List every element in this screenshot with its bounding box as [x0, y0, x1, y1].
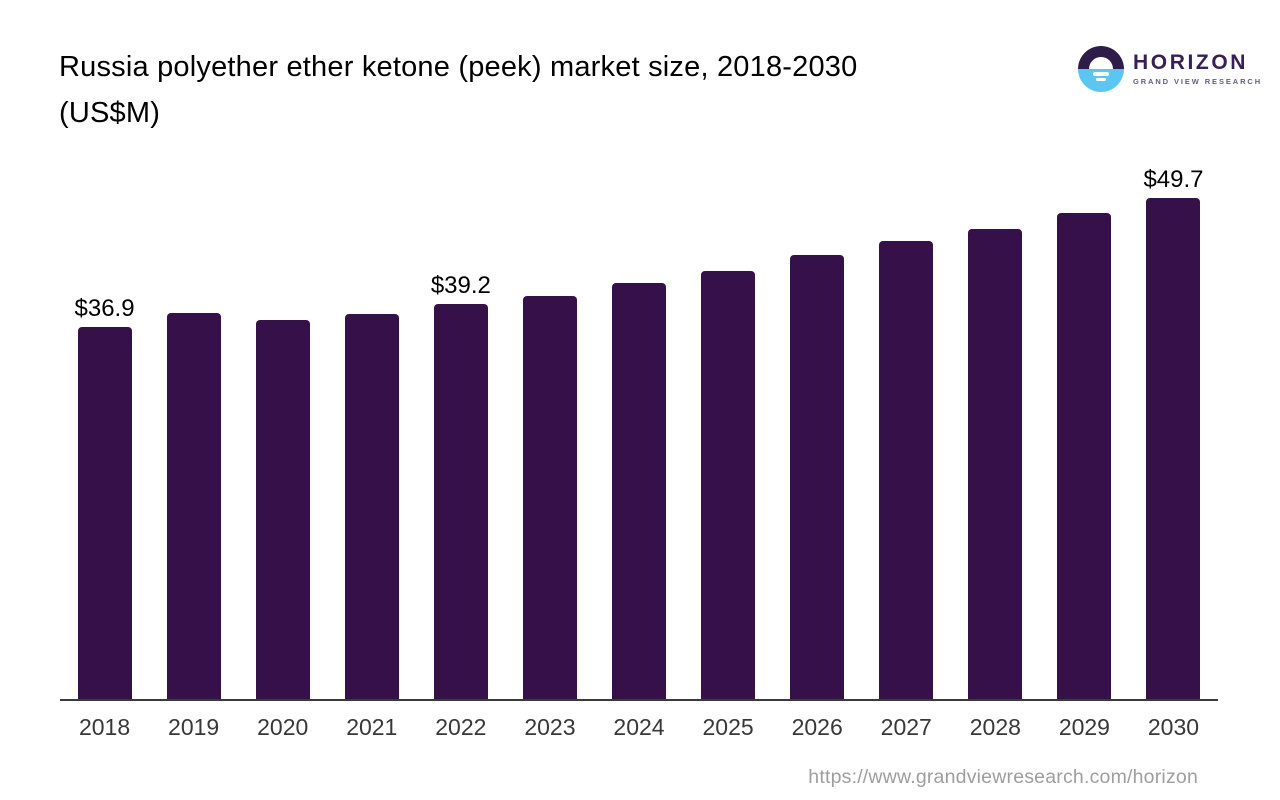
bar-slot-2027 — [862, 160, 951, 701]
bar-slot-2028 — [951, 160, 1040, 701]
sun-icon — [1089, 57, 1113, 69]
bar-2022 — [433, 303, 488, 701]
bar-slot-2019 — [149, 160, 238, 701]
x-axis-label-2020: 2020 — [257, 714, 309, 740]
bar-2024 — [612, 282, 666, 701]
bar-2025 — [701, 270, 756, 701]
bar-value-label-2018: $36.9 — [74, 295, 135, 323]
x-axis-label-2024: 2024 — [613, 714, 665, 740]
horizon-logo-text: HORIZON GRAND VIEW RESEARCH — [1133, 51, 1263, 87]
bar-2026 — [790, 255, 845, 701]
bar-slot-2026 — [773, 160, 862, 701]
bar-2028 — [968, 228, 1023, 701]
bar-2020 — [255, 320, 310, 701]
page-title: Russia polyether ether ketone (peek) mar… — [59, 44, 1049, 136]
page-title-line1: Russia polyether ether ketone (peek) mar… — [59, 51, 858, 83]
horizon-logo-subtitle: GRAND VIEW RESEARCH — [1133, 77, 1263, 86]
bar-slot-2029 — [1040, 160, 1129, 701]
x-axis-label-2018: 2018 — [78, 714, 131, 740]
bar-value-label-2022: $39.2 — [430, 271, 491, 299]
x-axis-label-2026: 2026 — [791, 714, 843, 740]
horizon-reflection-line — [1093, 72, 1109, 76]
x-axis-label-2027: 2027 — [880, 714, 932, 740]
bar-slot-2025 — [684, 160, 773, 701]
bar-slot-2021 — [327, 160, 416, 701]
bar-2029 — [1057, 212, 1112, 701]
bar-slot-2023 — [505, 160, 594, 701]
horizon-logo-icon — [1078, 46, 1124, 92]
x-axis-label-2022: 2022 — [435, 714, 487, 740]
x-axis-label-2021: 2021 — [346, 714, 398, 740]
bar-2019 — [166, 313, 221, 701]
x-axis-labels: 2018 2019 2020 2021 2022 2023 2024 2025 2026 2027… — [60, 712, 1218, 742]
source-url: https://www.grandviewresearch.com/horizo… — [808, 766, 1198, 788]
x-axis-label-2028: 2028 — [969, 714, 1021, 740]
bar-2030 — [1146, 197, 1201, 701]
bar-slot-2022: $39.2 — [416, 160, 505, 701]
bar-slot-2020 — [238, 160, 327, 701]
horizon-logo: HORIZON GRAND VIEW RESEARCH — [1078, 46, 1262, 92]
x-axis-label-2023: 2023 — [524, 714, 576, 740]
bar-chart-plot-area: $36.9 $39.2 $49.7 — [60, 160, 1218, 701]
x-axis-label-2025: 2025 — [702, 714, 754, 740]
page-title-line2: (US$M) — [59, 97, 161, 129]
x-axis-label-2019: 2019 — [168, 714, 220, 740]
x-axis-line — [60, 699, 1218, 701]
bar-slot-2030: $49.7 — [1129, 160, 1218, 701]
horizon-logo-name: HORIZON — [1133, 51, 1249, 74]
bar-slot-2018: $36.9 — [60, 160, 149, 701]
bar-value-label-2030: $49.7 — [1143, 165, 1204, 193]
bar-slot-2024 — [594, 160, 683, 701]
bar-2023 — [522, 295, 577, 701]
x-axis-label-2030: 2030 — [1147, 714, 1200, 740]
horizon-reflection-line — [1096, 78, 1106, 81]
x-axis-label-2029: 2029 — [1058, 714, 1110, 740]
bar-2021 — [344, 314, 399, 701]
bar-2027 — [879, 241, 934, 701]
bar-2018 — [77, 327, 132, 701]
